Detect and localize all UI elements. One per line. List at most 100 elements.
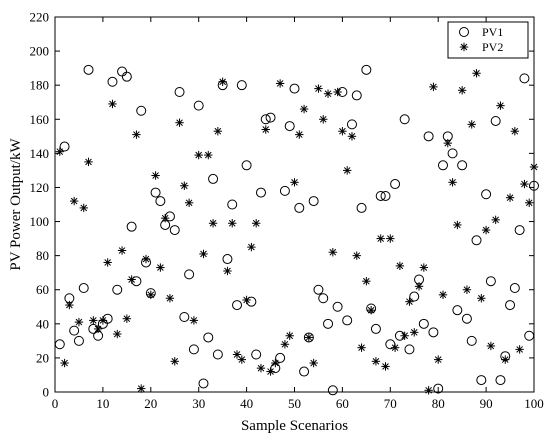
pv1-point (519, 73, 530, 84)
pv1-point (174, 87, 185, 97)
pv1-point (260, 114, 271, 125)
pv2-point (237, 355, 247, 364)
pv1-point (514, 225, 525, 236)
pv2-point (60, 358, 69, 368)
x-tick-label: 60 (336, 396, 349, 411)
plot-frame (54, 16, 535, 393)
pv1-point (447, 148, 458, 159)
pv2-point (256, 363, 266, 373)
pv2-point (467, 120, 476, 129)
pv2-point (275, 79, 285, 88)
pv1-point (73, 335, 84, 346)
pv2-point (371, 357, 381, 366)
y-tick-label: 0 (43, 385, 50, 400)
y-tick-label: 120 (30, 180, 50, 195)
pv1-point (318, 293, 329, 304)
pv2-point (199, 249, 208, 259)
x-axis-title: Sample Scenarios (241, 418, 348, 434)
legend-pv1-label: PV1 (482, 25, 503, 39)
pv1-point (255, 187, 266, 198)
pv2-point (122, 314, 132, 323)
pv2-point (390, 343, 400, 352)
pv2-point (448, 178, 457, 187)
pv1-point (284, 121, 295, 132)
pv2-point (251, 219, 261, 228)
pv2-point (400, 331, 409, 340)
pv1-point (188, 344, 199, 355)
pv1-point (437, 160, 448, 171)
pv2-point (328, 248, 338, 257)
pv2-point (228, 219, 237, 228)
pv2-point (357, 343, 366, 352)
pv1-point (461, 313, 472, 324)
pv2-point (218, 77, 227, 86)
pv1-point (327, 385, 338, 396)
pv2-point (65, 300, 74, 310)
pv1-point (112, 284, 123, 295)
pv2-point (510, 127, 520, 136)
pv2-point (414, 282, 424, 291)
pv2-point (189, 316, 199, 325)
pv1-point (236, 80, 247, 91)
pv2-point (496, 101, 505, 110)
legend-pv1-marker (459, 27, 469, 37)
pv2-point (338, 127, 347, 136)
pv2-point (213, 127, 223, 136)
pv2-point (419, 263, 429, 272)
pv2-point (319, 115, 328, 124)
pv2-point (386, 234, 395, 243)
pv1-point (313, 284, 324, 295)
pv1-point (524, 330, 535, 341)
pv1-point (155, 196, 166, 207)
pv1-point (476, 375, 487, 386)
pv2-point (472, 69, 481, 78)
pv1-point (505, 300, 516, 311)
tick-labels-layer: 0 10 20 30 40 50 60 70 80 90 100 0 20 40 60 80 100 120 140… (30, 10, 544, 412)
pv1-point (169, 225, 180, 236)
pv2-point (79, 203, 88, 213)
pv1-point (59, 141, 70, 152)
pv2-point (443, 138, 452, 148)
pv1-point (150, 187, 161, 198)
ticks-layer (54, 16, 535, 393)
pv1-point (227, 199, 238, 210)
pv1-point (241, 160, 252, 171)
y-tick-label: 140 (30, 146, 50, 161)
pv2-point (477, 294, 486, 303)
pv1-point (203, 332, 214, 343)
pv1-point (126, 221, 137, 232)
pv1-point (107, 76, 118, 87)
y-tick-label: 80 (36, 248, 49, 263)
x-tick-label: 30 (192, 396, 205, 411)
pv2-point (184, 198, 194, 207)
pv1-point (308, 196, 319, 207)
pv1-point (495, 375, 506, 386)
y-axis-title: PV Power Output/kW (8, 138, 24, 271)
pv2-point (501, 355, 510, 364)
x-tick-label: 50 (288, 396, 301, 411)
pv1-point (222, 254, 233, 265)
pv2-point (242, 295, 251, 305)
pv1-point (375, 190, 386, 201)
pv2-point (137, 384, 146, 393)
pv2-point (376, 234, 385, 243)
x-tick-label: 40 (240, 396, 253, 411)
pv2-point (434, 355, 443, 364)
pv2-point (89, 316, 98, 325)
pv2-point (304, 333, 314, 342)
pv2-point (453, 220, 462, 230)
pv2-point (323, 89, 333, 98)
y-tick-label: 20 (36, 350, 49, 365)
legend: PV1 PV2 (447, 21, 529, 59)
pv1-point (265, 112, 276, 123)
pv1-point (509, 283, 520, 294)
pv2-point (366, 305, 376, 315)
pv1-point (409, 291, 420, 302)
pv2-point (491, 215, 500, 225)
y-tick-label: 220 (30, 10, 50, 25)
pv2-point (151, 171, 160, 180)
pv2-point (333, 87, 342, 97)
pv2-point (204, 150, 213, 160)
pv2-point (175, 118, 184, 127)
pv1-point (361, 64, 372, 75)
